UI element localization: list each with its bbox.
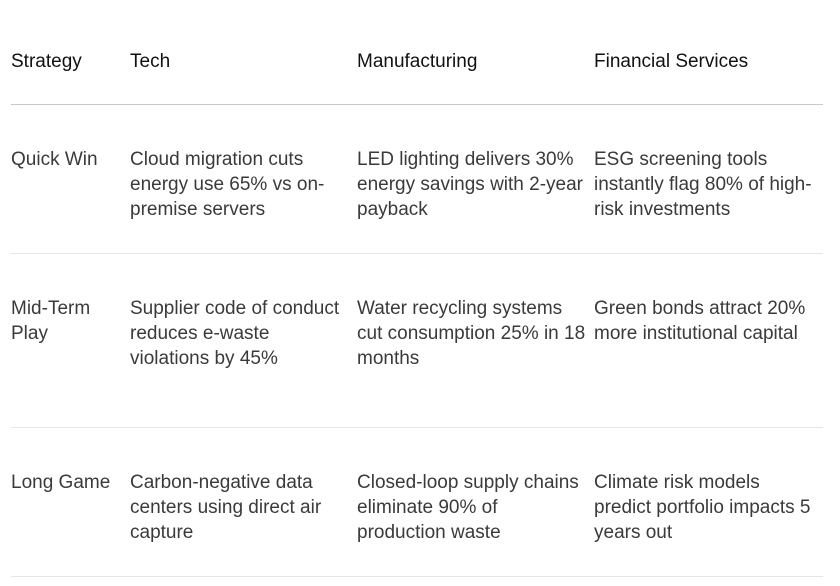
row-financial-services-cell: Climate risk models predict portfolio im…	[594, 427, 823, 577]
row-tech-cell: Supplier code of conduct reduces e-waste…	[130, 253, 357, 428]
row-tech-cell: Cloud migration cuts energy use 65% vs o…	[130, 104, 357, 254]
strategy-table: Strategy Tech Manufacturing Financial Se…	[11, 22, 823, 577]
row-strategy-cell: Mid-Term Play	[11, 253, 130, 428]
row-financial-services-cell: ESG screening tools instantly flag 80% o…	[594, 104, 823, 254]
row-manufacturing-cell: Closed-loop supply chains eliminate 90% …	[357, 427, 594, 577]
row-manufacturing-cell: Water recycling systems cut consumption …	[357, 253, 594, 428]
table-row: Mid-Term Play Supplier code of conduct r…	[11, 253, 823, 428]
row-strategy-cell: Long Game	[11, 427, 130, 577]
header-manufacturing: Manufacturing	[357, 22, 594, 105]
table-header: Strategy Tech Manufacturing Financial Se…	[11, 22, 823, 105]
row-tech-cell: Carbon-negative data centers using direc…	[130, 427, 357, 577]
header-financial-services: Financial Services	[594, 22, 823, 105]
header-strategy: Strategy	[11, 22, 130, 105]
row-financial-services-cell: Green bonds attract 20% more institution…	[594, 253, 823, 428]
row-strategy-cell: Quick Win	[11, 104, 130, 254]
header-row: Strategy Tech Manufacturing Financial Se…	[11, 22, 823, 105]
table-row: Quick Win Cloud migration cuts energy us…	[11, 104, 823, 254]
row-manufacturing-cell: LED lighting delivers 30% energy savings…	[357, 104, 594, 254]
table-body: Quick Win Cloud migration cuts energy us…	[11, 104, 823, 577]
table-row: Long Game Carbon-negative data centers u…	[11, 427, 823, 577]
header-tech: Tech	[130, 22, 357, 105]
